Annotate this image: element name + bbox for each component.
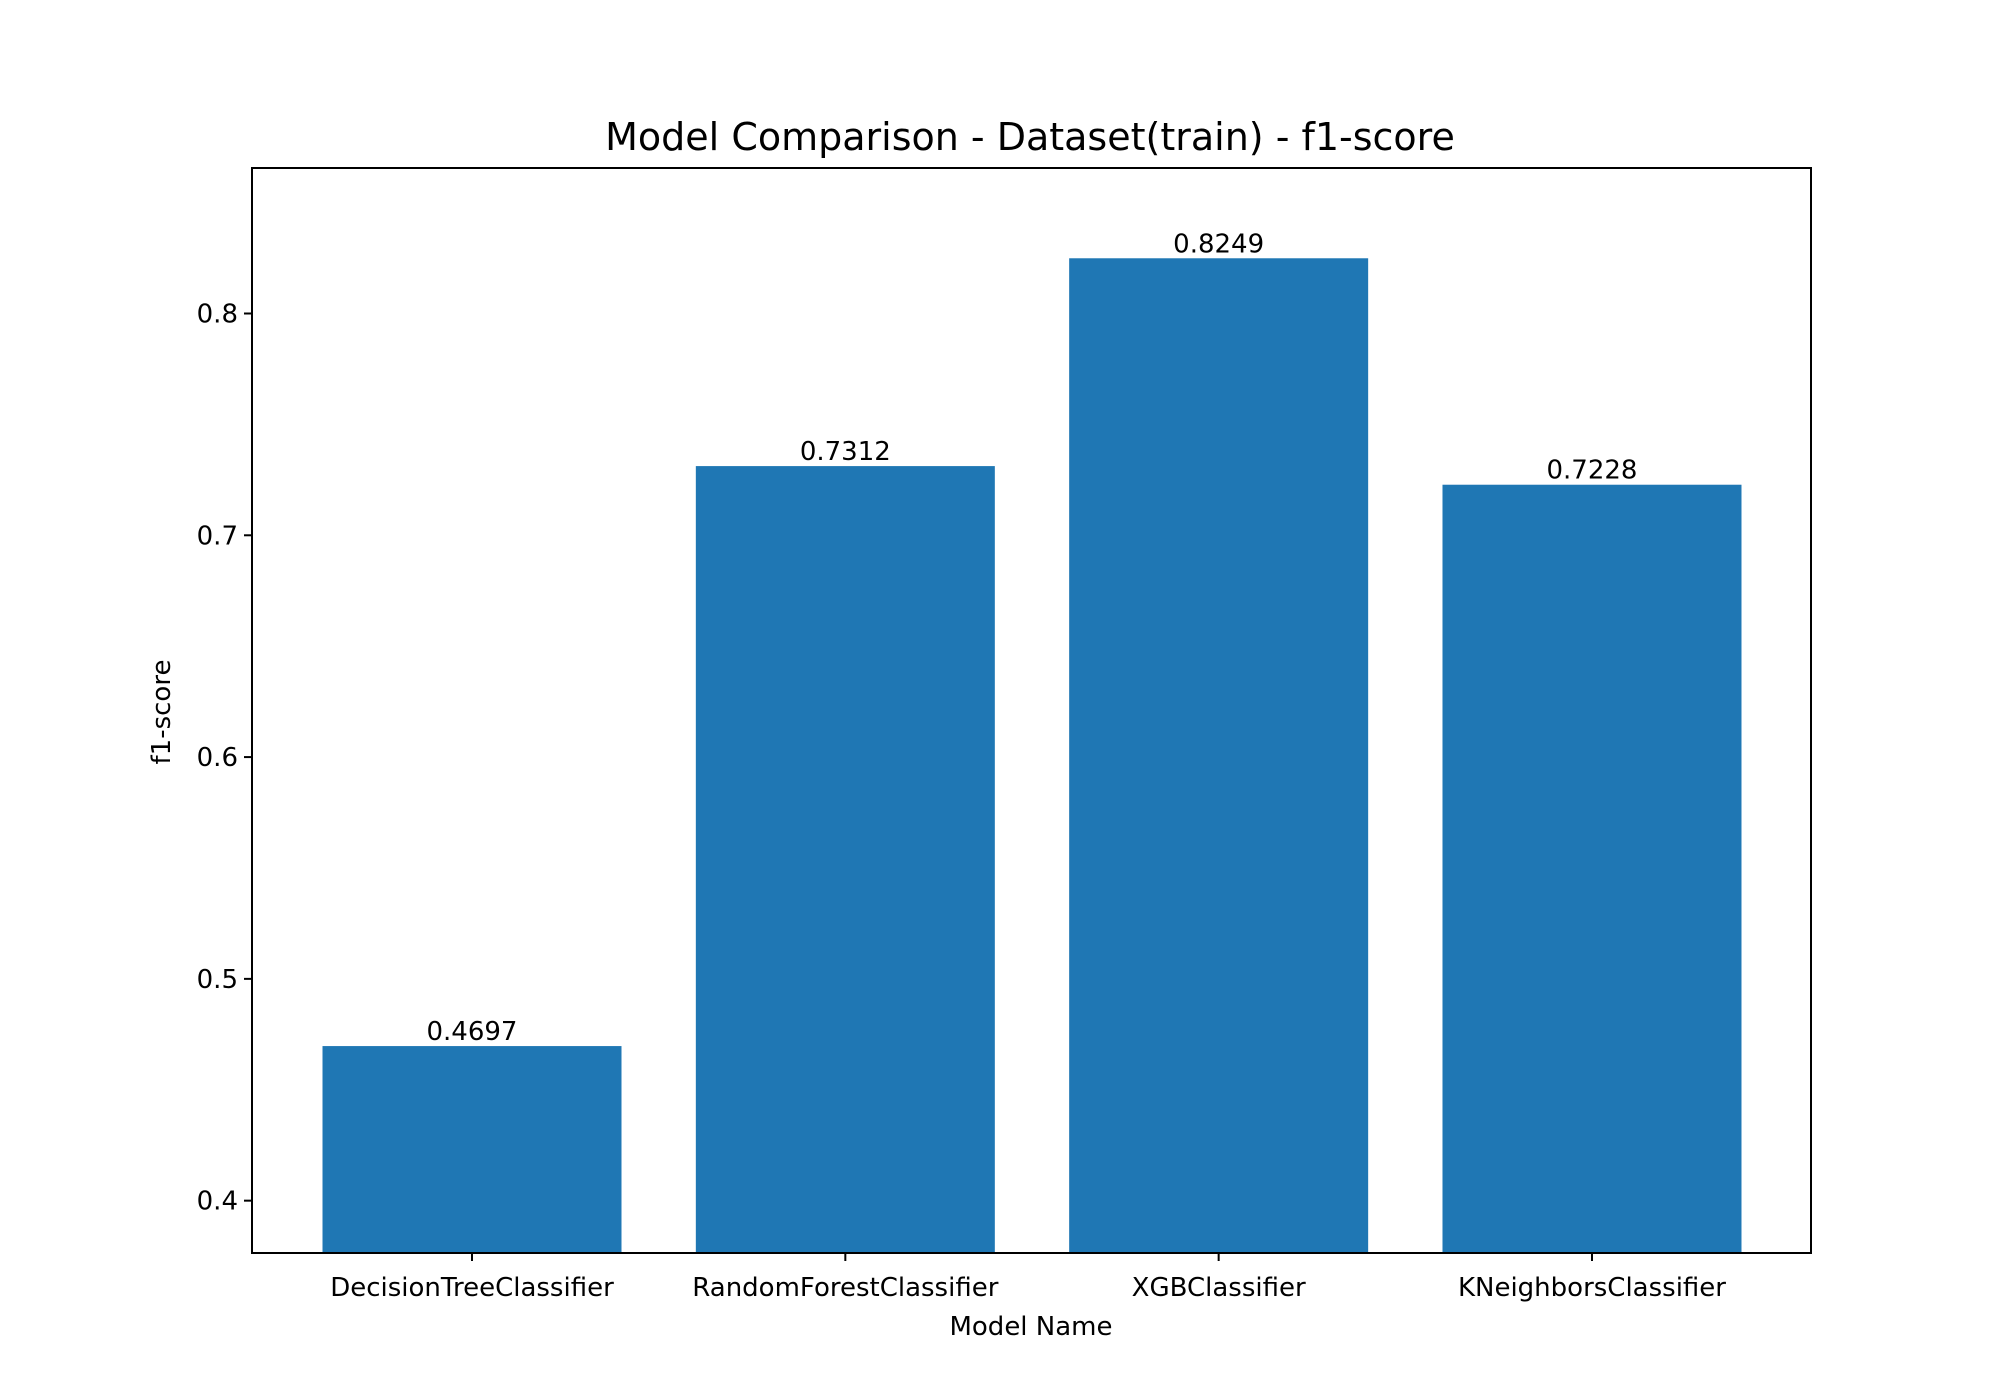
- y-tick-label-0.6: 0.6: [197, 743, 238, 773]
- bar-XGBClassifier: [1069, 258, 1369, 1253]
- x-tick-label-RandomForestClassifier: RandomForestClassifier: [692, 1273, 998, 1303]
- bar-KNeighborsClassifier: [1442, 484, 1742, 1254]
- y-tick-label-0.8: 0.8: [197, 299, 238, 329]
- x-tick-label-KNeighborsClassifier: KNeighborsClassifier: [1458, 1273, 1726, 1303]
- x-tick-label-DecisionTreeClassifier: DecisionTreeClassifier: [330, 1273, 614, 1303]
- y-tick-label-0.5: 0.5: [197, 965, 238, 995]
- chart-title: Model Comparison - Dataset(train) - f1-s…: [605, 115, 1455, 159]
- x-axis: DecisionTreeClassifier RandomForestClassi…: [330, 1253, 1726, 1303]
- data-label-RandomForestClassifier: 0.7312: [800, 437, 891, 467]
- bar-RandomForestClassifier: [695, 466, 995, 1254]
- data-label-DecisionTreeClassifier: 0.4697: [427, 1017, 518, 1047]
- y-axis-label: f1-score: [147, 660, 177, 765]
- x-tick-label-XGBClassifier: XGBClassifier: [1132, 1273, 1306, 1303]
- x-axis-label: Model Name: [949, 1312, 1112, 1342]
- data-labels-layer: 0.4697 0.7312 0.8249 0.7228: [427, 229, 1638, 1047]
- bars-layer: [322, 258, 1742, 1254]
- y-tick-label-0.4: 0.4: [197, 1187, 238, 1217]
- y-axis: 0.4 0.5 0.6 0.7 0.8: [197, 299, 252, 1217]
- plot-frame: [251, 167, 1812, 1254]
- bar-DecisionTreeClassifier: [322, 1046, 622, 1253]
- data-label-KNeighborsClassifier: 0.7228: [1546, 456, 1637, 486]
- y-tick-label-0.7: 0.7: [197, 521, 238, 551]
- data-label-XGBClassifier: 0.8249: [1173, 229, 1264, 259]
